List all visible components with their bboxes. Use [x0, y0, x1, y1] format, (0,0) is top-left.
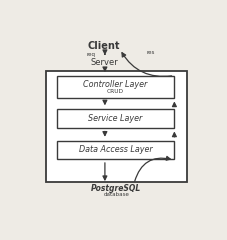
FancyBboxPatch shape	[57, 76, 174, 98]
Text: Client: Client	[88, 41, 120, 51]
Text: Server: Server	[90, 58, 118, 66]
Text: CRUD: CRUD	[107, 89, 124, 94]
Text: Data Access Layer: Data Access Layer	[79, 145, 152, 154]
Text: req: req	[86, 52, 95, 57]
Text: Service Layer: Service Layer	[88, 114, 143, 123]
Text: PostgreSQL: PostgreSQL	[91, 184, 141, 193]
Text: res: res	[146, 50, 155, 55]
Text: database: database	[104, 192, 129, 197]
FancyBboxPatch shape	[57, 141, 174, 159]
FancyBboxPatch shape	[46, 71, 187, 182]
Text: Controller Layer: Controller Layer	[83, 80, 148, 89]
FancyBboxPatch shape	[57, 109, 174, 128]
